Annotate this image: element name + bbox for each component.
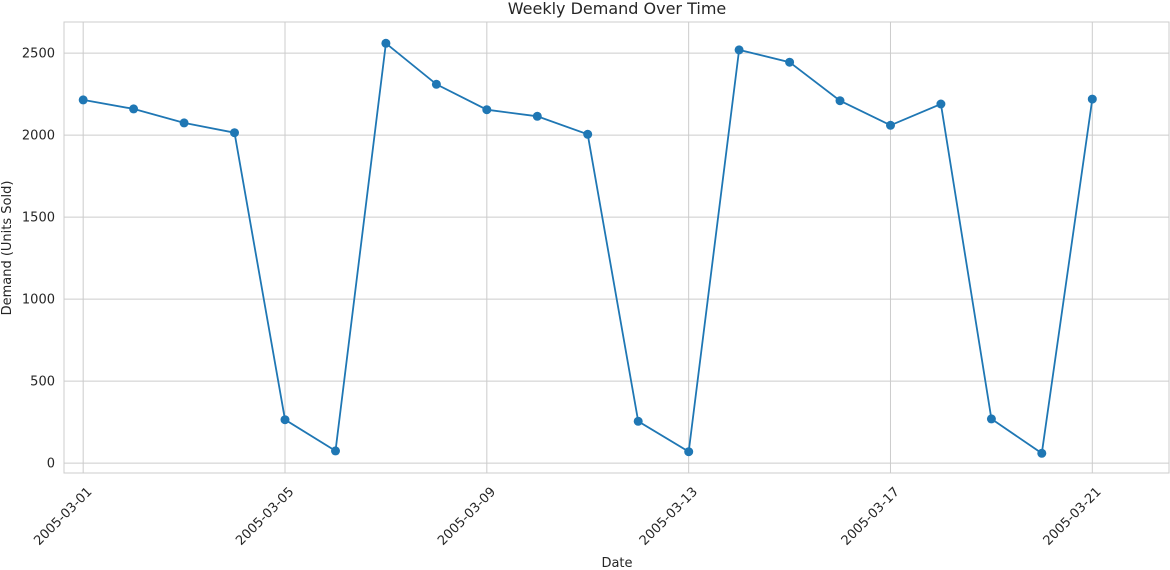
y-axis-ticks: 0 500 1000 1500 2000 2500 xyxy=(22,47,55,472)
data-point xyxy=(482,105,492,115)
x-tick-label: 2005-03-05 xyxy=(233,485,297,549)
x-tick-label: 2005-03-09 xyxy=(435,485,499,549)
data-point xyxy=(835,96,845,106)
data-point xyxy=(331,446,340,456)
data-point xyxy=(280,415,290,425)
data-point xyxy=(583,129,593,139)
y-tick-label: 1000 xyxy=(22,293,55,308)
data-point xyxy=(1087,94,1097,104)
data-point xyxy=(431,79,441,89)
plot-area-frame xyxy=(63,21,1170,474)
data-point xyxy=(684,447,694,457)
x-tick-label: 2005-03-17 xyxy=(839,485,903,549)
data-point xyxy=(986,414,996,424)
x-tick-label: 2005-03-13 xyxy=(637,485,701,549)
grid xyxy=(64,22,1169,473)
data-point xyxy=(886,120,895,130)
data-point xyxy=(532,111,542,121)
data-point xyxy=(1037,448,1047,458)
x-axis-ticks: 2005-03-01 2005-03-05 2005-03-09 2005-03-13… xyxy=(31,485,1104,549)
series xyxy=(78,38,1097,458)
y-tick-label: 1500 xyxy=(22,211,55,226)
y-tick-label: 2500 xyxy=(22,47,55,62)
data-point xyxy=(129,104,139,114)
chart-title: Weekly Demand Over Time xyxy=(508,0,727,18)
y-tick-label: 0 xyxy=(47,457,55,472)
data-point xyxy=(734,45,744,55)
data-point xyxy=(179,118,189,128)
data-point xyxy=(381,38,391,48)
data-point xyxy=(936,99,946,109)
y-tick-label: 500 xyxy=(30,375,55,390)
data-point xyxy=(633,416,643,426)
data-point xyxy=(230,128,239,138)
y-tick-label: 2000 xyxy=(22,129,55,144)
x-tick-label: 2005-03-01 xyxy=(31,485,95,549)
data-point xyxy=(78,95,88,105)
y-axis-label: Demand (Units Sold) xyxy=(0,181,15,316)
data-point xyxy=(785,57,795,67)
x-tick-label: 2005-03-21 xyxy=(1041,485,1105,549)
x-axis-label: Date xyxy=(601,556,632,570)
